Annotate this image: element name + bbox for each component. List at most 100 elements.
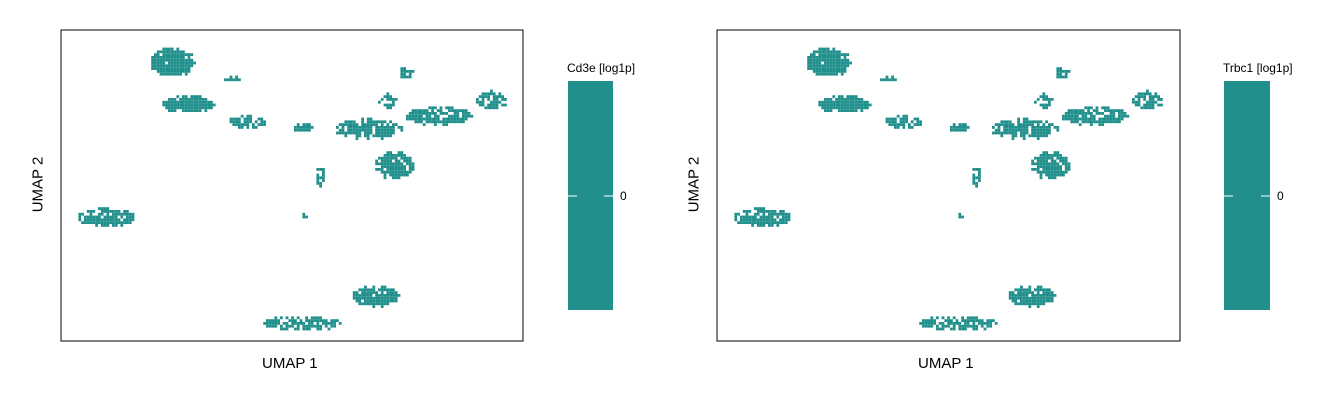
scatter-point <box>840 106 844 110</box>
scatter-point <box>389 291 392 294</box>
scatter-point <box>173 58 177 62</box>
scatter-point <box>126 212 129 216</box>
scatter-point <box>229 117 233 121</box>
scatter-point <box>114 215 118 219</box>
scatter-point <box>1137 100 1141 104</box>
scatter-point <box>1154 100 1158 104</box>
scatter-point <box>838 98 841 101</box>
scatter-point <box>397 165 401 168</box>
scatter-point <box>187 100 191 104</box>
scatter-point <box>1045 173 1048 177</box>
scatter-point <box>386 123 390 126</box>
scatter-point <box>1151 95 1155 98</box>
scatter-point <box>95 224 98 227</box>
scatter-point <box>1059 159 1062 163</box>
scatter-point <box>1011 131 1015 135</box>
scatter-point <box>745 215 749 219</box>
scatter-point <box>389 288 392 292</box>
scatter-point <box>392 126 395 129</box>
scatter-point <box>835 70 838 73</box>
scatter-point <box>162 67 166 70</box>
scatter-point <box>919 120 922 124</box>
scatter-point <box>1090 106 1093 110</box>
scatter-point <box>1059 70 1062 73</box>
scatter-point <box>983 327 987 331</box>
scatter-point <box>1022 291 1026 294</box>
scatter-point <box>268 319 272 322</box>
scatter-point <box>204 98 208 101</box>
scatter-point <box>386 302 390 306</box>
scatter-point <box>386 98 390 101</box>
scatter-point <box>824 53 827 56</box>
scatter-point <box>966 126 970 129</box>
colorbar-tick-label: 0 <box>1277 189 1284 203</box>
scatter-point <box>389 168 392 171</box>
scatter-point <box>420 109 423 112</box>
scatter-point <box>782 218 785 222</box>
scatter-point <box>112 212 115 216</box>
scatter-point <box>131 215 135 219</box>
scatter-point <box>891 75 894 79</box>
scatter-point <box>310 322 314 325</box>
scatter-point <box>296 128 300 132</box>
scatter-point <box>840 53 844 56</box>
scatter-point <box>106 221 110 224</box>
scatter-point <box>467 114 471 118</box>
scatter-point <box>812 56 816 59</box>
scatter-point <box>98 207 101 210</box>
scatter-point <box>358 126 362 129</box>
scatter-point <box>207 103 210 107</box>
scatter-point <box>840 100 844 104</box>
scatter-point <box>756 210 760 213</box>
scatter-point <box>1039 170 1043 174</box>
scatter-point <box>434 117 437 121</box>
scatter-point <box>779 212 782 216</box>
scatter-point <box>277 322 280 325</box>
scatter-point <box>305 316 308 320</box>
scatter-point <box>994 128 998 132</box>
scatter-point <box>1036 302 1040 306</box>
scatter-point <box>1045 126 1048 129</box>
scatter-point <box>400 72 404 76</box>
scatter-point <box>380 170 384 174</box>
scatter-point <box>386 103 390 107</box>
scatter-point <box>453 114 457 118</box>
scatter-point <box>210 106 213 110</box>
scatter-point <box>271 319 275 322</box>
scatter-point <box>1053 173 1057 177</box>
scatter-point <box>852 100 855 104</box>
scatter-point <box>1003 131 1006 135</box>
scatter-point <box>386 134 390 138</box>
scatter-point <box>1042 128 1046 132</box>
scatter-point <box>1048 126 1051 129</box>
scatter-point <box>78 212 82 216</box>
scatter-point <box>355 131 359 135</box>
scatter-point <box>380 294 384 297</box>
scatter-point <box>86 210 90 213</box>
scatter-point <box>406 75 409 79</box>
scatter-point <box>975 168 978 171</box>
scatter-point <box>126 218 129 222</box>
scatter-point <box>190 53 194 56</box>
scatter-point <box>964 319 967 322</box>
scatter-point <box>1031 159 1034 163</box>
scatter-point <box>470 114 474 118</box>
scatter-point <box>1000 120 1004 124</box>
scatter-point <box>347 128 350 132</box>
scatter-point <box>950 319 953 322</box>
scatter-point <box>1017 126 1020 129</box>
scatter-point <box>375 296 378 300</box>
scatter-point <box>1017 123 1020 126</box>
scatter-point <box>408 170 412 174</box>
scatter-point <box>1118 117 1121 121</box>
scatter-point <box>372 296 376 300</box>
scatter-point <box>383 173 387 177</box>
scatter-point <box>380 162 384 166</box>
scatter-point <box>453 109 457 112</box>
scatter-point <box>1039 296 1043 300</box>
scatter-point <box>762 210 766 213</box>
scatter-point <box>860 103 864 107</box>
scatter-point <box>843 98 847 101</box>
scatter-point <box>1064 162 1068 166</box>
scatter-points <box>734 47 1163 331</box>
